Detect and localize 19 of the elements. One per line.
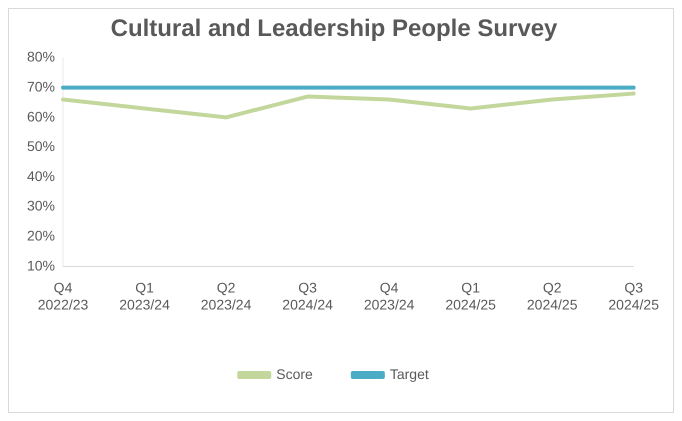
x-tick-label: Q3 2024/24 bbox=[282, 280, 334, 312]
y-tick-label: 10% bbox=[26, 257, 56, 274]
x-tick-label: Q4 2022/23 bbox=[38, 280, 89, 312]
y-tick-label: 70% bbox=[26, 78, 56, 94]
chart-title: Cultural and Leadership People Survey bbox=[110, 15, 558, 42]
x-tick-label: Q2 2023/24 bbox=[200, 280, 252, 312]
y-tick-label: 80% bbox=[26, 48, 56, 65]
x-tick-label: Q3 2024/25 bbox=[608, 280, 660, 312]
x-tick-label: Q1 2023/24 bbox=[119, 280, 170, 312]
y-tick-label: 20% bbox=[26, 227, 56, 244]
x-tick-label: Q1 2024/25 bbox=[445, 280, 496, 312]
legend-label: Score bbox=[276, 366, 314, 382]
y-tick-label: 40% bbox=[26, 168, 56, 184]
legend-label: Target bbox=[390, 366, 429, 382]
x-tick-label: Q2 2024/25 bbox=[526, 280, 578, 312]
y-tick-label: 50% bbox=[26, 138, 56, 154]
x-tick-label: Q4 2023/24 bbox=[364, 280, 415, 312]
y-tick-label: 30% bbox=[26, 198, 56, 214]
y-tick-label: 60% bbox=[26, 108, 56, 124]
